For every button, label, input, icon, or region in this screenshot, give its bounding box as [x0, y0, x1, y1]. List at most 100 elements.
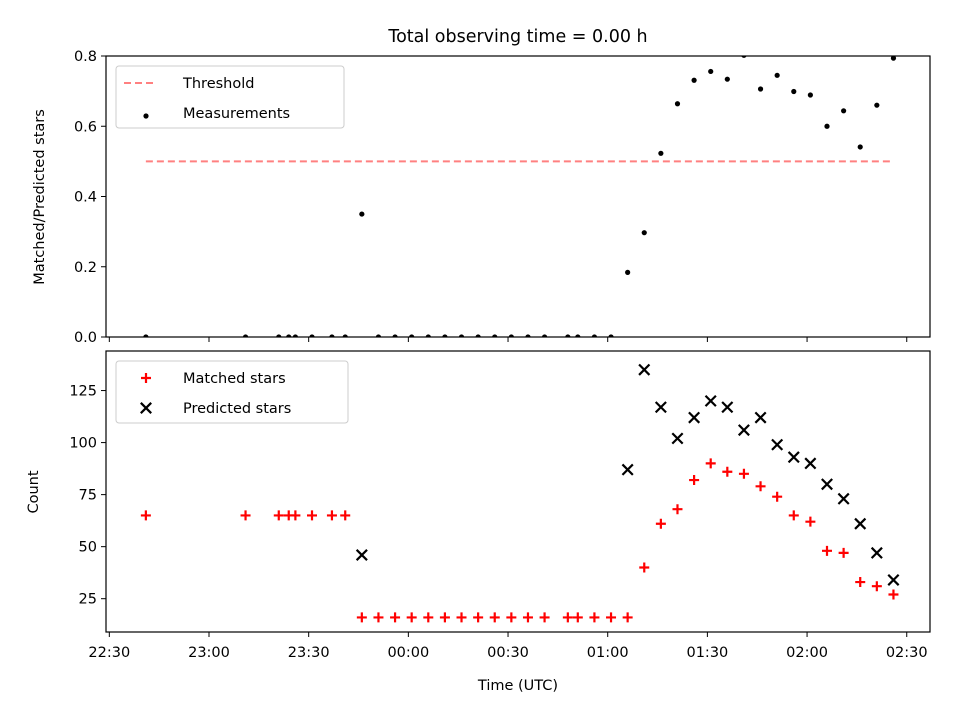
matched-stars-point	[622, 612, 633, 623]
measurements-point	[309, 334, 315, 337]
matched-stars-point	[606, 612, 617, 623]
matched-stars-point	[522, 612, 533, 623]
predicted-stars-point	[804, 457, 817, 470]
matched-stars-point	[290, 510, 301, 521]
x-tick-label: 02:00	[786, 645, 828, 661]
measurements-point	[442, 334, 448, 337]
measurements-point	[458, 334, 465, 337]
bottom-y-axis-label: Count	[26, 470, 42, 513]
matched-stars-point	[373, 612, 384, 623]
predicted-stars-point	[721, 401, 734, 414]
matched-stars-point	[562, 612, 573, 623]
y-tick-label: 75	[79, 488, 97, 504]
matched-stars-point	[689, 475, 700, 486]
x-axis-label: Time (UTC)	[477, 678, 558, 694]
measurements-point	[359, 211, 365, 217]
matched-stars-point	[755, 481, 766, 492]
top-y-axis-label: Matched/Predicted stars	[32, 109, 48, 285]
matched-stars-point	[772, 491, 783, 502]
x-tick-label: 23:30	[288, 645, 330, 661]
matched-stars-point	[456, 612, 467, 623]
measurements-point	[475, 334, 481, 337]
measurements-point	[508, 334, 514, 337]
predicted-stars-point	[754, 411, 767, 424]
matched-stars-point	[705, 458, 716, 469]
y-tick-label: 25	[79, 592, 97, 608]
predicted-stars-point	[887, 573, 900, 586]
measurements-point	[392, 334, 398, 337]
y-tick-label: 0.2	[74, 260, 97, 276]
predicted-stars-point	[355, 549, 368, 561]
legend-label: Measurements	[183, 106, 290, 122]
measurements-point	[791, 88, 797, 95]
matched-stars-point	[722, 466, 733, 477]
x-tick-label: 23:00	[188, 645, 230, 661]
measurements-point	[242, 334, 249, 337]
measurements-point	[541, 334, 548, 337]
predicted-stars-point	[688, 411, 701, 424]
measurements-point	[691, 77, 697, 83]
legend-x-marker	[140, 402, 152, 414]
legend-box	[115, 360, 349, 424]
measurements-point	[143, 334, 149, 337]
matched-stars-point	[273, 510, 284, 521]
matched-stars-point	[140, 510, 151, 521]
predicted-stars-point	[737, 424, 750, 437]
matched-stars-point	[838, 547, 849, 558]
measurements-point	[375, 334, 382, 337]
matched-stars-point	[639, 562, 650, 573]
measurements-point	[276, 334, 282, 337]
matched-stars-point	[572, 612, 583, 623]
bottom-panel: 25 50 75 100 125 22:30 23:00 23:30 00:00 00:30 01:…	[69, 350, 931, 661]
measurements-point	[286, 334, 292, 337]
legend-dot-marker	[143, 113, 149, 119]
measurements-point	[658, 150, 664, 156]
matched-stars-point	[489, 612, 500, 623]
measurements-point	[425, 334, 431, 337]
x-tick-label: 01:30	[686, 645, 728, 661]
x-tick-label: 00:30	[487, 645, 529, 661]
measurements-point	[591, 334, 598, 337]
measurements-point	[724, 76, 730, 82]
measurements-point	[641, 230, 647, 236]
matched-stars-point	[655, 518, 666, 529]
y-tick-label: 100	[69, 436, 97, 452]
predicted-stars-point	[837, 492, 850, 505]
predicted-stars-point	[638, 363, 651, 376]
top-panel: 0.0 0.2 0.4 0.6 0.8 Threshold Measurements	[74, 49, 931, 346]
predicted-stars-point	[671, 432, 684, 445]
matched-stars-point	[240, 510, 251, 521]
legend-label: Threshold	[182, 76, 254, 92]
predicted-stars-point	[771, 438, 784, 451]
matched-stars-point	[855, 577, 866, 588]
predicted-stars-point	[621, 463, 634, 476]
measurements-point	[575, 334, 581, 337]
predicted-stars-point	[821, 478, 833, 491]
matched-stars-point	[340, 510, 351, 521]
y-tick-label: 0.6	[74, 119, 97, 135]
matched-stars-point	[738, 468, 749, 479]
matched-stars-point	[805, 516, 816, 527]
matched-stars-point	[822, 545, 832, 556]
matched-stars-point	[506, 612, 517, 623]
x-tick-label: 22:30	[88, 645, 130, 661]
y-tick-label: 0.4	[74, 190, 97, 206]
x-tick-label: 00:00	[387, 645, 429, 661]
predicted-stars-point	[704, 394, 717, 407]
measurements-point	[525, 334, 531, 337]
legend-box	[115, 65, 345, 129]
x-tick-label: 01:00	[587, 645, 629, 661]
predicted-stars-point	[854, 517, 867, 530]
matched-stars-point	[788, 510, 799, 521]
measurements-point	[409, 334, 415, 337]
matched-stars-point	[406, 612, 417, 623]
measurements-point	[757, 86, 764, 92]
measurements-point	[492, 334, 498, 337]
y-tick-label: 0.0	[74, 330, 97, 346]
measurements-point	[625, 269, 631, 275]
matched-stars-point	[871, 581, 882, 592]
matched-stars-point	[473, 612, 484, 623]
measurements-point	[292, 334, 298, 337]
legend-label: Predicted stars	[183, 401, 291, 417]
measurements-point	[608, 334, 614, 337]
